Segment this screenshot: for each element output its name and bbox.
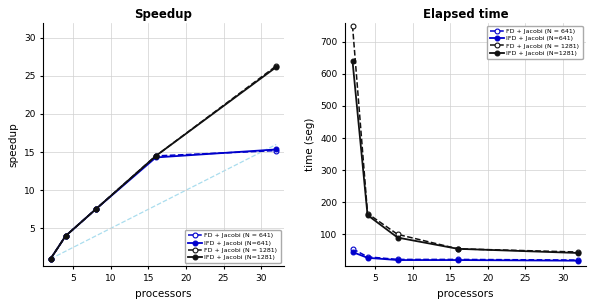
IFD + Jacobi (N=1281) <box>394 236 401 239</box>
FD + Jacobi (N = 641) <box>62 234 69 238</box>
IFD + Jacobi (N=641) <box>62 234 69 238</box>
IFD + Jacobi (N=641) <box>92 208 99 211</box>
Legend: FD + Jacobi (N = 641), IFD + Jacobi (N=641), FD + Jacobi (N = 1281), IFD + Jacob: FD + Jacobi (N = 641), IFD + Jacobi (N=6… <box>185 230 280 263</box>
FD + Jacobi (N = 1281) <box>152 154 159 158</box>
Title: Elapsed time: Elapsed time <box>422 8 508 21</box>
IFD + Jacobi (N=1281) <box>62 234 69 238</box>
FD + Jacobi (N = 1281) <box>47 257 54 261</box>
IFD + Jacobi (N=1281) <box>273 65 280 69</box>
Line: IFD + Jacobi (N=1281): IFD + Jacobi (N=1281) <box>350 59 580 255</box>
FD + Jacobi (N = 641) <box>394 258 401 261</box>
FD + Jacobi (N = 641) <box>349 247 356 251</box>
IFD + Jacobi (N=641) <box>454 258 462 262</box>
X-axis label: processors: processors <box>437 289 494 299</box>
FD + Jacobi (N = 641) <box>92 208 99 211</box>
Line: FD + Jacobi (N = 1281): FD + Jacobi (N = 1281) <box>48 64 279 261</box>
IFD + Jacobi (N=641) <box>364 256 371 260</box>
FD + Jacobi (N = 1281) <box>92 208 99 211</box>
FD + Jacobi (N = 1281) <box>273 64 280 68</box>
FD + Jacobi (N = 641) <box>574 258 582 262</box>
Line: FD + Jacobi (N = 1281): FD + Jacobi (N = 1281) <box>350 23 580 255</box>
FD + Jacobi (N = 1281) <box>62 234 69 238</box>
FD + Jacobi (N = 641) <box>47 257 54 261</box>
FD + Jacobi (N = 641) <box>454 258 462 261</box>
Line: IFD + Jacobi (N=641): IFD + Jacobi (N=641) <box>350 250 580 263</box>
FD + Jacobi (N = 1281) <box>454 247 462 251</box>
IFD + Jacobi (N=641) <box>273 148 280 151</box>
IFD + Jacobi (N=1281) <box>574 251 582 255</box>
IFD + Jacobi (N=641) <box>152 156 159 159</box>
FD + Jacobi (N = 1281) <box>574 250 582 254</box>
Line: IFD + Jacobi (N=1281): IFD + Jacobi (N=1281) <box>48 65 279 261</box>
FD + Jacobi (N = 1281) <box>349 24 356 28</box>
IFD + Jacobi (N=641) <box>394 258 401 262</box>
Line: IFD + Jacobi (N=641): IFD + Jacobi (N=641) <box>48 147 279 261</box>
IFD + Jacobi (N=1281) <box>152 154 159 158</box>
IFD + Jacobi (N=641) <box>349 250 356 254</box>
IFD + Jacobi (N=1281) <box>92 208 99 211</box>
IFD + Jacobi (N=1281) <box>454 247 462 251</box>
Y-axis label: time (seg): time (seg) <box>305 118 315 171</box>
Line: FD + Jacobi (N = 641): FD + Jacobi (N = 641) <box>48 148 279 261</box>
Line: FD + Jacobi (N = 641): FD + Jacobi (N = 641) <box>350 247 580 262</box>
Legend: FD + Jacobi (N = 641), IFD + Jacobi (N=641), FD + Jacobi (N = 1281), IFD + Jacob: FD + Jacobi (N = 641), IFD + Jacobi (N=6… <box>487 25 583 59</box>
IFD + Jacobi (N=1281) <box>364 213 371 217</box>
Title: Speedup: Speedup <box>134 8 192 21</box>
FD + Jacobi (N = 1281) <box>394 232 401 236</box>
IFD + Jacobi (N=1281) <box>349 59 356 63</box>
FD + Jacobi (N = 641) <box>364 255 371 259</box>
Y-axis label: speedup: speedup <box>8 122 18 167</box>
FD + Jacobi (N = 641) <box>152 154 159 158</box>
IFD + Jacobi (N=641) <box>47 257 54 261</box>
IFD + Jacobi (N=641) <box>574 259 582 262</box>
FD + Jacobi (N = 1281) <box>364 212 371 215</box>
IFD + Jacobi (N=1281) <box>47 257 54 261</box>
X-axis label: processors: processors <box>135 289 192 299</box>
FD + Jacobi (N = 641) <box>273 149 280 153</box>
